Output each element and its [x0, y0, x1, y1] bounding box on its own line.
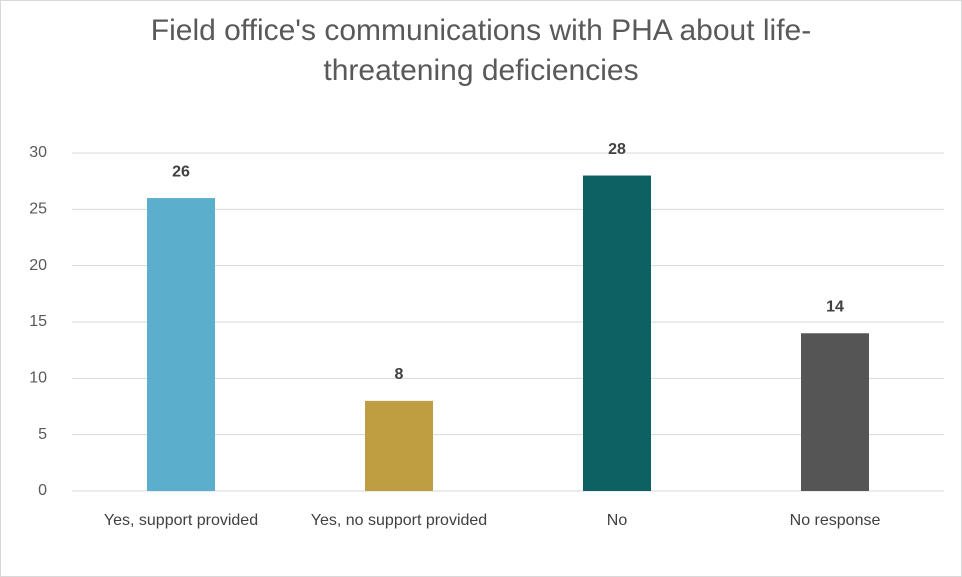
y-tick-label: 10	[29, 370, 47, 387]
x-tick-label: No response	[789, 512, 881, 529]
y-tick-label: 30	[29, 144, 47, 161]
x-tick-label: Yes, support provided	[103, 512, 259, 529]
data-label: 26	[172, 163, 190, 180]
bar	[147, 198, 215, 492]
x-tick-label: Yes, no support provided	[310, 512, 488, 529]
y-tick-label: 20	[29, 257, 47, 274]
chart-title: Field office's communications with PHA a…	[150, 14, 812, 87]
bar	[801, 333, 869, 491]
data-label: 28	[608, 141, 626, 158]
y-tick-label: 15	[29, 313, 47, 330]
bar	[365, 400, 433, 491]
y-tick-label: 5	[38, 426, 47, 443]
y-tick-label: 25	[29, 201, 47, 218]
y-tick-label: 0	[38, 482, 47, 499]
bar	[583, 175, 651, 492]
data-label: 8	[395, 366, 404, 383]
x-tick-label: No	[606, 512, 628, 529]
data-label: 14	[826, 298, 844, 315]
